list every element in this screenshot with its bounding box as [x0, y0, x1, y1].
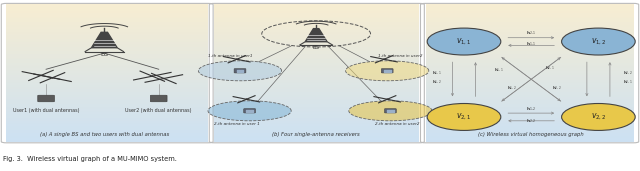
Circle shape: [198, 61, 282, 81]
FancyBboxPatch shape: [150, 95, 167, 102]
Text: 1-th antenna in user2: 1-th antenna in user2: [378, 54, 422, 58]
Text: User2 (with dual antennas): User2 (with dual antennas): [125, 108, 192, 113]
Text: $\mathbf{h}_{2,1}$: $\mathbf{h}_{2,1}$: [545, 65, 556, 72]
Text: $\mathbf{h}_{1,2}$: $\mathbf{h}_{1,2}$: [431, 78, 442, 86]
Text: (c) Wireless virtual homogeneous graph: (c) Wireless virtual homogeneous graph: [478, 132, 584, 137]
Text: $\mathbf{h}_{1,1}$: $\mathbf{h}_{1,1}$: [431, 69, 442, 77]
FancyBboxPatch shape: [385, 109, 396, 113]
Text: $v_{2,1}$: $v_{2,1}$: [456, 112, 472, 122]
Text: BS: BS: [100, 52, 108, 57]
Ellipse shape: [562, 103, 636, 130]
Ellipse shape: [428, 103, 501, 130]
FancyBboxPatch shape: [381, 69, 393, 73]
Ellipse shape: [428, 28, 501, 55]
Text: $\mathbf{h}_{1,2}$: $\mathbf{h}_{1,2}$: [507, 85, 517, 92]
FancyBboxPatch shape: [234, 69, 246, 73]
Circle shape: [346, 61, 429, 81]
Text: (a) A single BS and two users with dual antennas: (a) A single BS and two users with dual …: [40, 132, 169, 137]
Text: $v_{1,1}$: $v_{1,1}$: [456, 36, 472, 47]
Text: $\mathbf{h}_{2,2}$: $\mathbf{h}_{2,2}$: [552, 85, 562, 92]
Text: $\mathbf{h}_{2,1}$: $\mathbf{h}_{2,1}$: [623, 78, 633, 86]
Text: $\mathbf{h}_{2,2}$: $\mathbf{h}_{2,2}$: [623, 69, 633, 77]
Text: (b) Four single-antenna receivers: (b) Four single-antenna receivers: [272, 132, 360, 137]
Ellipse shape: [562, 28, 636, 55]
FancyBboxPatch shape: [244, 109, 255, 113]
Text: $\mathbf{h}_{2,1}$: $\mathbf{h}_{2,1}$: [526, 29, 536, 37]
Text: 2-th antenna in user2: 2-th antenna in user2: [374, 122, 419, 126]
Text: $\mathbf{h}_{1,1}$: $\mathbf{h}_{1,1}$: [494, 66, 504, 74]
FancyBboxPatch shape: [38, 95, 54, 102]
Text: 2-th antenna in user 1: 2-th antenna in user 1: [214, 122, 260, 126]
Text: 1-th antenna in user1: 1-th antenna in user1: [208, 54, 253, 58]
Polygon shape: [92, 32, 117, 48]
Text: $\mathbf{h}_{1,2}$: $\mathbf{h}_{1,2}$: [526, 106, 536, 113]
Text: $v_{2,2}$: $v_{2,2}$: [591, 112, 606, 122]
Text: BS: BS: [313, 45, 319, 50]
Text: Fig. 3.  Wireless virtual graph of a MU-MIMO system.: Fig. 3. Wireless virtual graph of a MU-M…: [3, 156, 177, 162]
Text: $\mathbf{h}_{1,1}$: $\mathbf{h}_{1,1}$: [526, 41, 536, 48]
Text: $\mathbf{h}_{2,2}$: $\mathbf{h}_{2,2}$: [526, 118, 536, 125]
Text: $v_{1,2}$: $v_{1,2}$: [591, 36, 606, 47]
Polygon shape: [305, 29, 327, 42]
Text: User1 (with dual antennas): User1 (with dual antennas): [13, 108, 79, 113]
Circle shape: [208, 101, 291, 121]
Circle shape: [349, 101, 432, 121]
